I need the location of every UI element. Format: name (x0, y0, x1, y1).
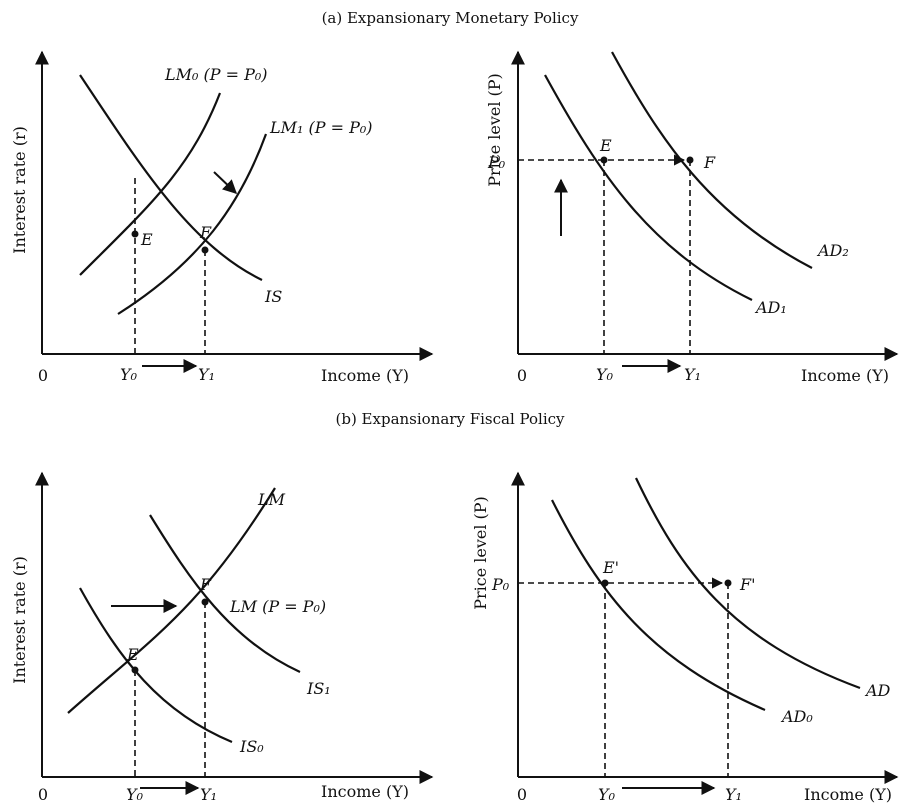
is-label: IS (264, 287, 282, 306)
point-e-dot (131, 666, 139, 674)
ad1-curve (544, 74, 753, 301)
point-f-dot (686, 156, 694, 164)
point-f-label: F (703, 153, 716, 172)
y1-label: Y₁ (684, 365, 701, 384)
point-f-label: F' (739, 575, 756, 594)
y0-label: Y₀ (598, 785, 616, 804)
x-axis-label: Income (Y) (804, 785, 892, 804)
y0-label: Y₀ (126, 785, 144, 804)
lm1-curve (117, 133, 268, 315)
x-axis-label: Income (Y) (321, 782, 409, 801)
y1-label: Y₁ (725, 785, 742, 804)
point-f-label: F (199, 223, 212, 242)
point-f-dot (724, 579, 732, 587)
x-axis-label: Income (Y) (801, 366, 889, 385)
origin-label: 0 (517, 785, 527, 804)
is1-label: IS₁ (306, 679, 331, 698)
panel-b-title: (b) Expansionary Fiscal Policy (335, 410, 565, 428)
ad1-curve (635, 477, 861, 690)
lm0-label: LM₀ (P = P₀) (164, 65, 268, 84)
point-e-dot (131, 230, 139, 238)
origin-label: 0 (517, 366, 527, 385)
point-e-dot (601, 579, 609, 587)
y-axis-label: Interest rate (r) (10, 126, 29, 254)
panel-a-title: (a) Expansionary Monetary Policy (322, 9, 579, 27)
is0-curve (79, 587, 233, 744)
lm-curve (67, 487, 276, 714)
point-e-label: E (599, 136, 612, 155)
ad2-label: AD₂ (816, 241, 849, 260)
y-axis-label: Price level (P) (485, 73, 504, 187)
y0-label: Y₀ (120, 365, 138, 384)
lm-label: LM (257, 490, 286, 509)
shift-arrow (213, 171, 238, 194)
ad1-label: AD₁ (754, 298, 787, 317)
is1-curve (149, 514, 301, 674)
point-f-dot (201, 598, 209, 606)
x-axis-label: Income (Y) (321, 366, 409, 385)
point-e-label: E (126, 645, 139, 664)
p0-label: P₀ (487, 153, 506, 172)
panel-a-ad-graph: Price level (P) Income (Y) 0 P₀ E F AD₂ … (485, 50, 899, 385)
point-e-label: E (140, 230, 153, 249)
panel-b-islm-graph: Interest rate (r) Income (Y) 0 LM LM (P … (10, 471, 434, 804)
panel-a-islm-graph: Interest rate (r) Income (Y) 0 LM₀ (P = … (10, 50, 434, 385)
y1-label: Y₁ (200, 785, 217, 804)
p0-label: P₀ (491, 575, 510, 594)
point-e-dot (600, 156, 608, 164)
point-f-label: F (199, 575, 212, 594)
point-f-dot (201, 246, 209, 254)
y-axis-label: Price level (P) (471, 496, 490, 610)
is-curve (79, 74, 263, 281)
y-axis-label: Interest rate (r) (10, 556, 29, 684)
ad2-curve (611, 51, 813, 269)
is0-label: IS₀ (239, 737, 264, 756)
ad0-label: AD₀ (780, 707, 813, 726)
panel-b-ad-graph: Price level (P) Income (Y) 0 P₀ E' F' AD… (471, 471, 899, 804)
ad-label: AD (864, 681, 891, 700)
origin-label: 0 (38, 366, 48, 385)
origin-label: 0 (38, 785, 48, 804)
y1-label: Y₁ (198, 365, 215, 384)
ad0-curve (551, 499, 766, 712)
point-e-label: E' (602, 558, 619, 577)
lm0-curve (79, 92, 222, 276)
y0-label: Y₀ (596, 365, 614, 384)
lm1-label: LM₁ (P = P₀) (269, 118, 373, 137)
lm-full-label: LM (P = P₀) (229, 597, 326, 616)
